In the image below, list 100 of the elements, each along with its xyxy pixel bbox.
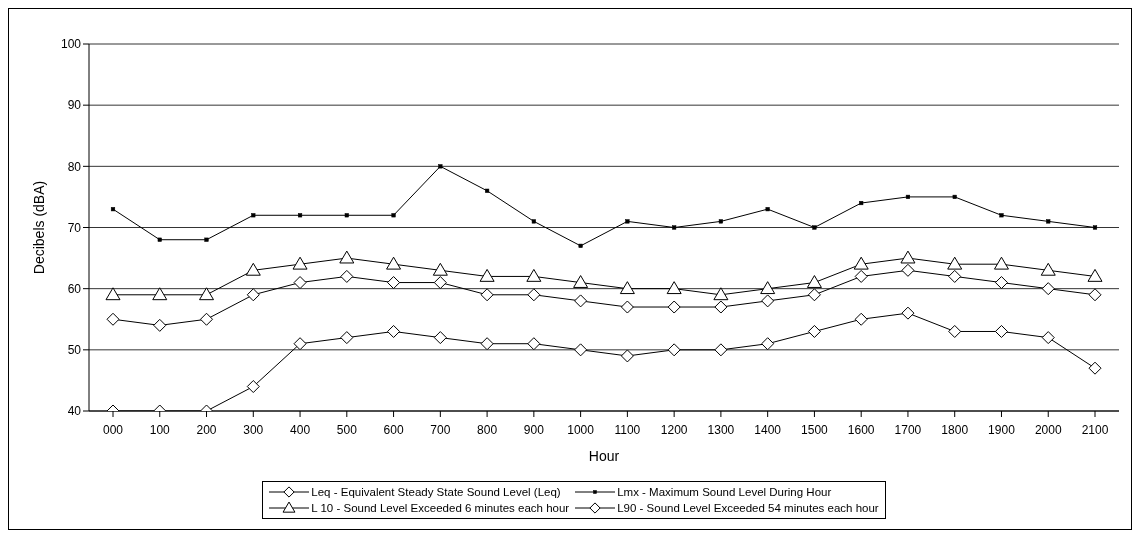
x-tick-label: 900 [523,422,545,437]
point [901,263,915,277]
x-tick-label: 2100 [1081,422,1109,437]
point [713,287,729,301]
point [994,324,1008,338]
point [859,200,864,206]
legend-label: Leq - Equivalent Steady State Sound Level (Leq) [311,486,561,498]
point [152,287,168,301]
point [479,268,495,282]
point [246,288,260,302]
point [251,213,256,218]
point [714,300,728,314]
x-tick-label: 1300 [707,422,735,437]
point [625,219,630,224]
point [433,276,447,290]
point [901,306,915,320]
x-tick-label: 1000 [567,422,595,437]
x-tick-label: 700 [430,422,451,437]
x-tick-label: 1800 [941,422,969,437]
point [667,300,681,314]
point [807,324,821,338]
point [340,269,354,283]
x-tick-label: 1500 [801,422,829,437]
point [947,256,963,270]
y-tick-label: 80 [67,159,82,174]
y-tick-label: 40 [67,404,82,419]
y-tick-label: 90 [67,98,82,113]
point [386,256,402,270]
x-tick-label: 1900 [988,422,1016,437]
point [807,288,821,302]
point [339,250,355,264]
x-tick-label: 400 [290,422,311,437]
point [480,288,494,302]
point [578,243,583,248]
point [574,343,588,357]
x-tick-label: 200 [196,422,217,437]
point [292,256,308,270]
point [485,188,490,193]
point [298,213,303,218]
point [1088,288,1102,302]
point [157,237,162,242]
point [199,287,215,301]
point [854,269,868,283]
point [344,213,349,218]
x-tick-label: 2000 [1034,422,1062,437]
y-tick-label: 100 [60,37,82,52]
point [526,268,542,282]
point [1088,361,1102,375]
point [666,281,682,295]
legend-label: L 10 - Sound Level Exceeded 6 minutes each hour [311,502,570,514]
point [761,294,775,308]
x-tick-label: 500 [336,422,358,437]
point [1087,268,1103,282]
point [433,331,447,345]
x-tick-label: 1400 [754,422,782,437]
point [387,324,401,338]
point [391,213,396,218]
point [1041,331,1055,345]
point [573,275,589,288]
point [948,324,962,338]
point [672,225,677,230]
point [153,318,167,332]
point [527,337,541,351]
point [1092,225,1098,230]
point [854,312,868,326]
point [952,194,957,199]
y-tick-label: 60 [67,281,82,296]
point [999,213,1004,218]
y-tick-label: 70 [67,220,82,235]
point [765,207,770,212]
point [1040,262,1056,276]
y-tick-label: 50 [67,343,82,358]
point [761,337,775,351]
point [1046,219,1051,224]
x-axis-title: Hour [588,448,620,464]
point [245,262,261,276]
point [667,343,681,357]
point [432,262,448,276]
x-tick-label: 1700 [894,422,922,437]
x-tick-label: 1100 [614,422,641,437]
point [853,256,869,270]
point [900,250,916,264]
point [948,269,962,283]
point [806,275,822,288]
point [387,276,401,290]
point [106,312,120,326]
legend-label: Lmx - Maximum Sound Level During Hour [617,486,832,498]
point [905,194,910,199]
point [438,164,443,169]
point [531,219,536,224]
x-tick-label: 1600 [847,422,875,437]
x-tick-label: 300 [243,422,264,437]
point [204,237,209,242]
point [619,281,635,295]
point [994,276,1008,290]
point [1041,282,1055,296]
x-tick-label: 000 [102,422,124,437]
point [480,337,494,351]
y-axis-title: Decibels (dBA) [30,180,47,275]
point [246,380,260,394]
